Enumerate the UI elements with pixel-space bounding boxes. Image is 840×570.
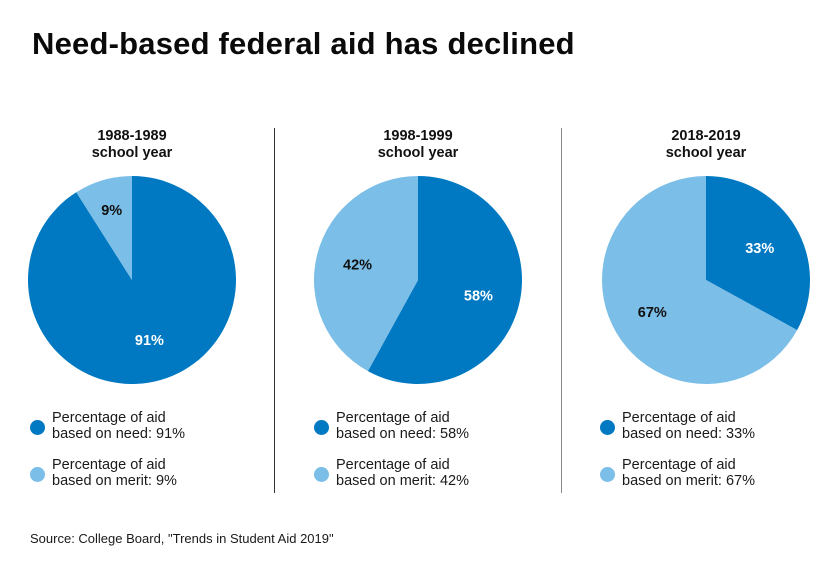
pie-slice-need [367, 176, 522, 385]
legend-label: Percentage of aid based on need: 91% [52, 410, 185, 442]
slice-label-merit: 9% [101, 203, 122, 219]
pie-title-year: 2018-2019 [671, 128, 741, 144]
pie-title-year: 1988-1989 [97, 128, 167, 144]
legend-label-line: Percentage of aid [52, 457, 166, 473]
legend-item-need: Percentage of aid based on need: 58% [314, 410, 554, 446]
legend-item-need: Percentage of aid based on need: 91% [30, 410, 270, 446]
legend-label-line: Percentage of aid [336, 457, 450, 473]
pie-title-subtitle: school year [665, 145, 747, 161]
slice-label-need: 91% [135, 333, 164, 349]
legend-label-line: based on need: 33% [622, 426, 756, 442]
legend-label-line: based on merit: 9% [52, 473, 177, 489]
legend-swatch-need [30, 420, 45, 435]
pie-slice-merit [602, 176, 798, 384]
legend-label-line: Percentage of aid [622, 457, 736, 473]
pie-title-year: 1998-1999 [383, 128, 453, 144]
pie-slice-need [706, 176, 811, 331]
legend-item-merit: Percentage of aid based on merit: 42% [314, 457, 554, 493]
chart-title: Need-based federal aid has declined [32, 26, 575, 61]
legend-label: Percentage of aid based on need: 33% [622, 410, 755, 442]
legend-swatch-need [600, 420, 615, 435]
legend-swatch-merit [30, 467, 45, 482]
legend-item-need: Percentage of aid based on need: 33% [600, 410, 840, 446]
pie-slice-merit [314, 176, 418, 372]
legend-label-line: Percentage of aid [622, 410, 736, 426]
pie-title: 2018-2019 school year [576, 128, 836, 162]
pie-title-subtitle: school year [91, 145, 173, 161]
source-note: Source: College Board, "Trends in Studen… [30, 531, 334, 546]
legend-swatch-need [314, 420, 329, 435]
pie-title-subtitle: school year [377, 145, 459, 161]
pie-title: 1988-1989 school year [2, 128, 262, 162]
legend-item-merit: Percentage of aid based on merit: 67% [600, 457, 840, 493]
legend-label-line: based on merit: 42% [336, 473, 469, 489]
slice-label-merit: 42% [343, 257, 372, 273]
legend-label: Percentage of aid based on merit: 42% [336, 457, 469, 489]
panel-divider [561, 128, 562, 493]
legend-label-line: Percentage of aid [52, 410, 166, 426]
pie-1988-1989: 91% 9% [27, 176, 236, 384]
legend-label: Percentage of aid based on merit: 67% [622, 457, 755, 489]
legend-label-line: based on need: 91% [52, 426, 186, 442]
pie-1998-1999: 58% 42% [314, 176, 522, 385]
legend-label-line: Percentage of aid [336, 410, 450, 426]
pie-title: 1998-1999 school year [288, 128, 548, 162]
legend-label: Percentage of aid based on merit: 9% [52, 457, 177, 489]
legend-label-line: based on merit: 67% [622, 473, 755, 489]
legend-label: Percentage of aid based on need: 58% [336, 410, 469, 442]
legend-label-line: based on need: 58% [336, 426, 470, 442]
legend-swatch-merit [600, 467, 615, 482]
pie-2018-2019: 33% 67% [602, 176, 811, 384]
slice-label-merit: 67% [638, 305, 667, 321]
slice-label-need: 58% [464, 289, 493, 305]
legend-swatch-merit [314, 467, 329, 482]
panel-divider [274, 128, 275, 493]
slice-label-need: 33% [745, 241, 774, 257]
pie-slice-merit [76, 176, 132, 280]
legend-item-merit: Percentage of aid based on merit: 9% [30, 457, 270, 493]
